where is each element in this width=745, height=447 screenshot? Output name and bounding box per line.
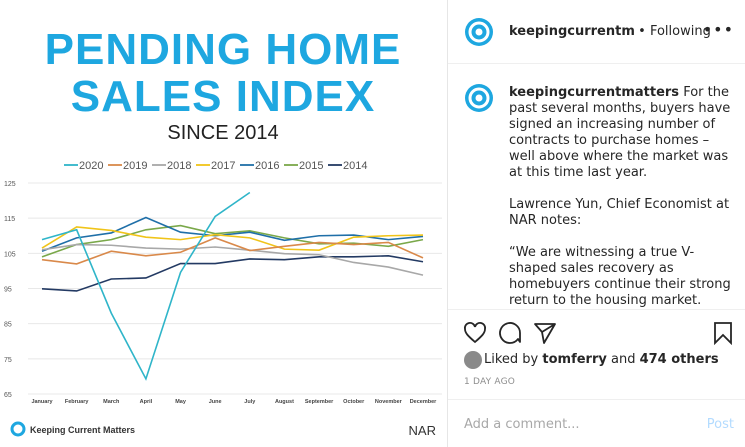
- brand-logo: Keeping Current Matters: [10, 421, 135, 437]
- liker-avatar[interactable]: [464, 351, 482, 369]
- liked-by-label: Liked by: [484, 352, 543, 367]
- legend-label: 2019: [123, 160, 147, 172]
- legend-label: 2014: [343, 160, 367, 172]
- y-tick-label: 95: [4, 287, 12, 294]
- x-tick-label: January: [31, 399, 53, 405]
- series-line-2015: [41, 224, 424, 258]
- comment-icon[interactable]: [498, 321, 522, 345]
- series-line-2017: [41, 226, 424, 251]
- caption-paragraph-2: Lawrence Yun, Chief Economist at NAR not…: [509, 197, 730, 228]
- x-tick-label: December: [410, 399, 437, 405]
- legend-label: 2017: [211, 160, 235, 172]
- x-tick-label: February: [65, 399, 89, 405]
- y-tick-label: 105: [4, 251, 16, 258]
- post-image: PENDING HOME SALES INDEX SINCE 2014 65 75…: [4, 25, 442, 438]
- legend-label: 2016: [255, 160, 279, 172]
- more-options-icon[interactable]: •••: [702, 20, 734, 39]
- y-tick-label: 65: [4, 392, 12, 399]
- action-bar: Liked by tomferry and 474 others 1 DAY A…: [448, 309, 745, 399]
- image-title-line2: SALES INDEX: [71, 72, 375, 121]
- header-username[interactable]: keepingcurrentmatte: [509, 24, 634, 39]
- follow-status[interactable]: • Following: [638, 24, 711, 39]
- legend-label: 2018: [167, 160, 191, 172]
- comment-box: Add a comment... Post: [448, 399, 745, 447]
- comment-input[interactable]: Add a comment...: [464, 417, 580, 432]
- y-tick-label: 75: [4, 357, 12, 364]
- likes-others-link[interactable]: 474 others: [639, 352, 719, 367]
- x-tick-label: August: [275, 399, 294, 405]
- x-tick-label: June: [209, 399, 222, 405]
- legend-label: 2015: [299, 160, 323, 172]
- y-tick-label: 115: [4, 216, 15, 223]
- series-line-2019: [41, 237, 424, 265]
- x-tick-label: April: [140, 399, 153, 405]
- liked-by-user[interactable]: tomferry: [542, 352, 607, 367]
- heart-icon[interactable]: [463, 321, 487, 345]
- y-tick-label: 85: [4, 322, 12, 329]
- caption-avatar[interactable]: [464, 83, 494, 113]
- bookmark-icon[interactable]: [712, 321, 734, 345]
- likes-summary: Liked by tomferry and 474 others: [484, 352, 719, 367]
- header-username-row: keepingcurrentmatte • Following: [509, 24, 711, 39]
- x-tick-label: May: [175, 399, 187, 405]
- image-title-line1: PENDING HOME: [45, 25, 402, 74]
- share-icon[interactable]: [533, 321, 557, 345]
- x-tick-label: September: [305, 399, 334, 405]
- post-time[interactable]: 1 DAY AGO: [464, 377, 516, 387]
- image-subtitle: SINCE 2014: [167, 122, 278, 144]
- legend-label: 2020: [79, 160, 103, 172]
- brand-name: Keeping Current Matters: [30, 425, 135, 435]
- caption-paragraph-3: “We are witnessing a true V-shaped sales…: [509, 245, 731, 308]
- x-tick-label: July: [244, 399, 256, 405]
- y-tick-label: 125: [4, 181, 16, 188]
- series-line-2018: [41, 243, 424, 276]
- x-tick-label: March: [103, 399, 120, 405]
- series-line-2016: [41, 216, 424, 252]
- series-line-2014: [41, 254, 424, 292]
- series-line-2020: [41, 191, 251, 381]
- profile-avatar[interactable]: [464, 17, 494, 47]
- post-comment-button[interactable]: Post: [706, 417, 734, 432]
- x-tick-label: November: [375, 399, 403, 405]
- post-panel: keepingcurrentmatte • Following ••• keep…: [447, 0, 745, 447]
- source-label: NAR: [409, 423, 436, 438]
- caption: keepingcurrentmatters For the past sever…: [509, 85, 734, 309]
- pending-home-sales-chart: PENDING HOME SALES INDEX SINCE 2014 65 75…: [4, 25, 442, 438]
- post-header: keepingcurrentmatte • Following •••: [448, 0, 745, 64]
- x-tick-label: October: [343, 399, 365, 405]
- caption-username[interactable]: keepingcurrentmatters: [509, 85, 680, 100]
- caption-intro: For the past several months, buyers have…: [509, 85, 731, 180]
- liked-by-and: and: [606, 352, 640, 367]
